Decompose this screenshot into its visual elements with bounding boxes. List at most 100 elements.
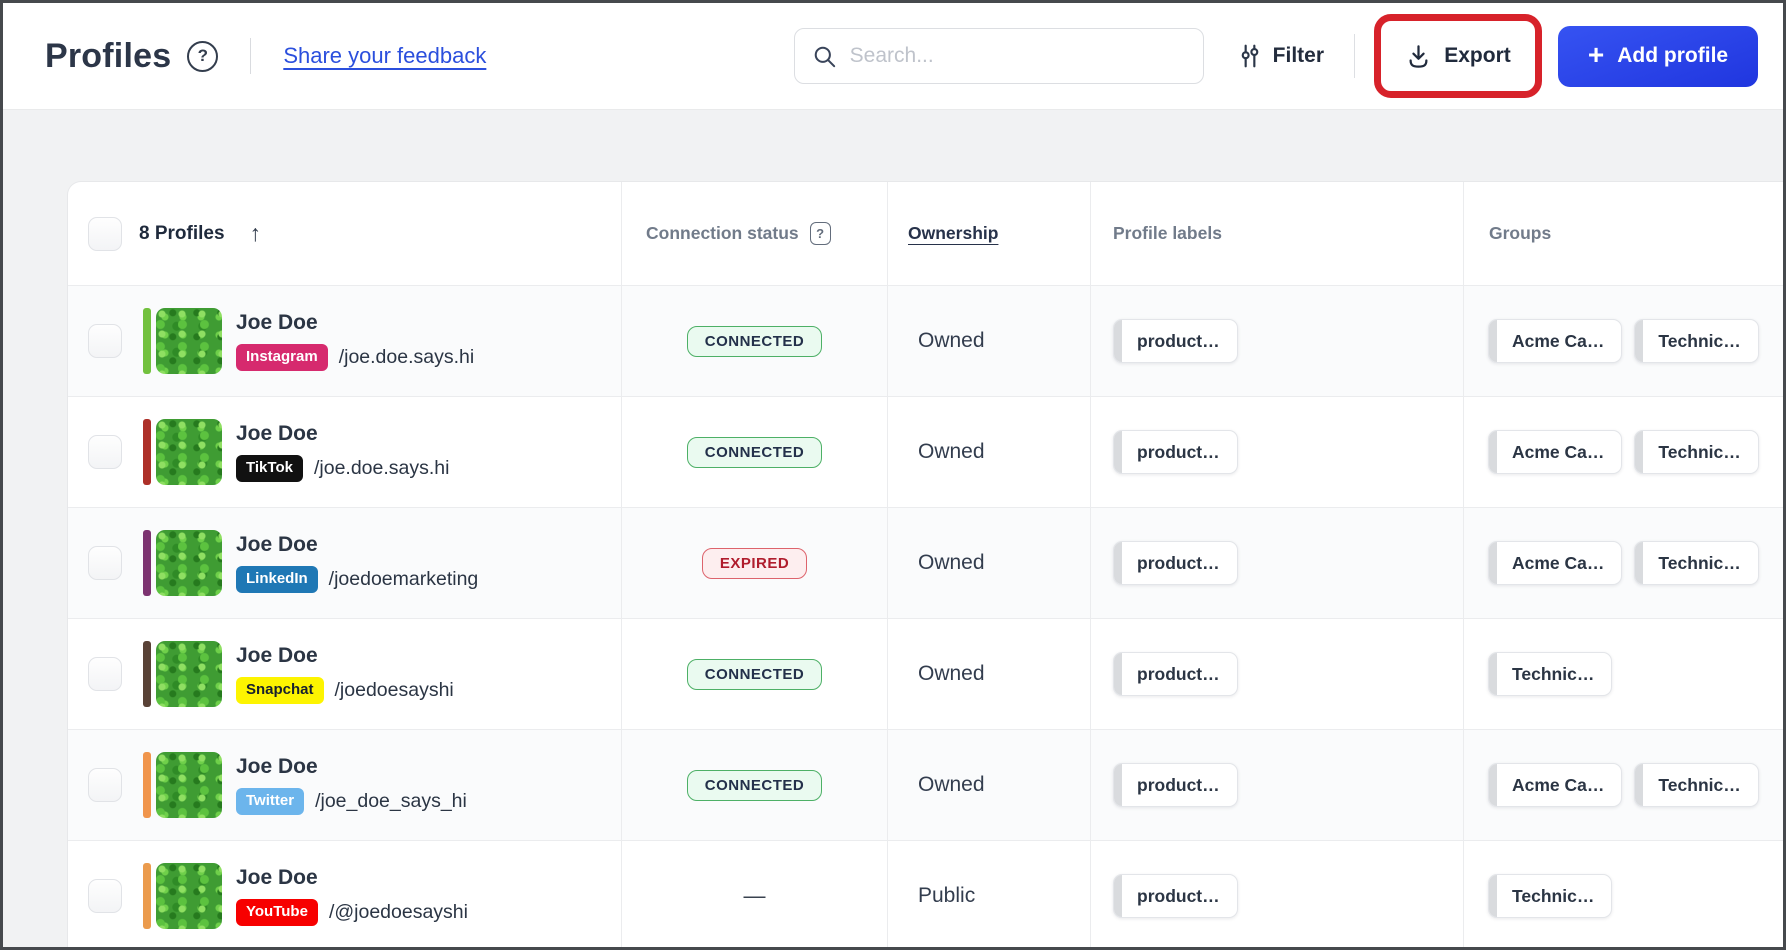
chip-color-strip (1489, 653, 1497, 695)
status-cell: CONNECTED (622, 619, 888, 729)
sort-up-icon[interactable]: ↑ (249, 220, 262, 246)
label-chip[interactable]: product… (1113, 430, 1238, 474)
connection-status-help-icon[interactable]: ? (809, 222, 831, 245)
profile-handle: /@joedoesayshi (328, 901, 468, 923)
profile-color-bar (143, 863, 151, 929)
table-row[interactable]: Joe Doe YouTube /@joedoesayshi — Public … (68, 840, 1783, 947)
chip-color-strip (1489, 542, 1497, 584)
avatar (156, 308, 222, 374)
label-chip[interactable]: product… (1113, 541, 1238, 585)
ownership-cell: Owned (888, 508, 1091, 618)
row-checkbox[interactable] (88, 879, 122, 913)
groups-cell: Technic… (1464, 841, 1783, 947)
group-chip[interactable]: Technic… (1634, 319, 1759, 363)
share-feedback-link[interactable]: Share your feedback (283, 43, 487, 68)
ownership-cell: Owned (888, 619, 1091, 729)
ownership-cell: Owned (888, 397, 1091, 507)
profiles-count-label: 8 Profiles (139, 222, 225, 244)
table-row[interactable]: Joe Doe TikTok /joe.doe.says.hi CONNECTE… (68, 396, 1783, 507)
profiles-table: 8 Profiles ↑ Connection status ? Ownersh… (67, 181, 1783, 947)
labels-cell: product… (1091, 286, 1464, 396)
search-box[interactable] (793, 28, 1204, 84)
top-bar: Profiles ? Share your feedback Filter (3, 3, 1783, 110)
row-checkbox[interactable] (88, 768, 122, 802)
platform-badge: LinkedIn (236, 566, 318, 593)
row-checkbox[interactable] (88, 657, 122, 691)
profile-name: Joe Doe (236, 311, 318, 335)
profile-color-bar (143, 308, 151, 374)
profile-info: Joe Doe TikTok /joe.doe.says.hi (236, 422, 449, 482)
label-chip[interactable]: product… (1113, 874, 1238, 918)
chip-color-strip (1635, 431, 1644, 473)
labels-cell: product… (1091, 508, 1464, 618)
profile-info: Joe Doe Snapchat /joedoesayshi (236, 644, 454, 704)
group-chip[interactable]: Technic… (1488, 874, 1613, 918)
header-cell-profiles: 8 Profiles ↑ (68, 182, 622, 285)
ownership-header[interactable]: Ownership (908, 223, 999, 243)
table-row[interactable]: Joe Doe Snapchat /joedoesayshi CONNECTED… (68, 618, 1783, 729)
group-chip[interactable]: Acme Ca… (1488, 430, 1623, 474)
connection-status-header: Connection status (646, 223, 799, 243)
chip-color-strip (1114, 875, 1122, 917)
profile-name: Joe Doe (236, 644, 318, 668)
label-chip[interactable]: product… (1113, 319, 1238, 363)
table-row[interactable]: Joe Doe LinkedIn /joedoemarketing EXPIRE… (68, 507, 1783, 618)
table-row[interactable]: Joe Doe Twitter /joe_doe_says_hi CONNECT… (68, 729, 1783, 840)
chip-color-strip (1114, 320, 1122, 362)
status-badge: CONNECTED (686, 658, 823, 690)
row-checkbox[interactable] (88, 324, 122, 358)
header-cell-ownership: Ownership (888, 182, 1091, 285)
groups-cell: Acme Ca… Technic… (1464, 730, 1783, 840)
labels-cell: product… (1091, 841, 1464, 947)
divider (250, 38, 252, 74)
platform-badge: Twitter (236, 788, 305, 815)
filter-sliders-icon (1237, 43, 1263, 69)
filter-button[interactable]: Filter (1237, 43, 1324, 69)
row-checkbox[interactable] (88, 435, 122, 469)
profile-color-bar (143, 419, 151, 485)
export-button[interactable]: Export (1385, 26, 1531, 86)
search-input[interactable] (849, 44, 1187, 68)
chip-color-strip (1114, 653, 1122, 695)
group-chip[interactable]: Technic… (1488, 652, 1613, 696)
status-cell: EXPIRED (622, 508, 888, 618)
avatar (156, 752, 222, 818)
chip-color-strip (1635, 542, 1644, 584)
status-badge: EXPIRED (701, 547, 808, 579)
ownership-cell: Owned (888, 730, 1091, 840)
help-icon[interactable]: ? (187, 40, 219, 72)
table-body: Joe Doe Instagram /joe.doe.says.hi CONNE… (68, 285, 1783, 947)
profile-labels-header: Profile labels (1113, 223, 1222, 243)
filter-label: Filter (1272, 44, 1324, 67)
download-icon (1405, 43, 1432, 70)
add-profile-label: Add profile (1617, 44, 1729, 67)
select-all-checkbox[interactable] (88, 216, 122, 251)
header-cell-connection-status: Connection status ? (622, 182, 888, 285)
labels-cell: product… (1091, 619, 1464, 729)
divider (1354, 34, 1355, 78)
group-chip[interactable]: Acme Ca… (1488, 541, 1623, 585)
profile-cell: Joe Doe TikTok /joe.doe.says.hi (68, 397, 622, 507)
label-chip[interactable]: product… (1113, 652, 1238, 696)
add-profile-button[interactable]: + Add profile (1558, 25, 1758, 87)
group-chip[interactable]: Technic… (1634, 541, 1759, 585)
labels-cell: product… (1091, 730, 1464, 840)
profile-handle: /joe_doe_says_hi (315, 790, 467, 812)
group-chip[interactable]: Technic… (1634, 430, 1759, 474)
plus-icon: + (1587, 39, 1605, 70)
table-row[interactable]: Joe Doe Instagram /joe.doe.says.hi CONNE… (68, 285, 1783, 396)
status-cell: — (622, 841, 888, 947)
labels-cell: product… (1091, 397, 1464, 507)
profile-cell: Joe Doe Snapchat /joedoesayshi (68, 619, 622, 729)
row-checkbox[interactable] (88, 546, 122, 580)
group-chip[interactable]: Acme Ca… (1488, 319, 1623, 363)
label-chip[interactable]: product… (1113, 763, 1238, 807)
chip-color-strip (1114, 764, 1122, 806)
profile-cell: Joe Doe Twitter /joe_doe_says_hi (68, 730, 622, 840)
chip-color-strip (1635, 320, 1644, 362)
profile-handle: /joe.doe.says.hi (338, 346, 475, 368)
group-chip[interactable]: Technic… (1634, 763, 1759, 807)
profile-info: Joe Doe LinkedIn /joedoemarketing (236, 533, 478, 593)
group-chip[interactable]: Acme Ca… (1488, 763, 1623, 807)
avatar (156, 419, 222, 485)
